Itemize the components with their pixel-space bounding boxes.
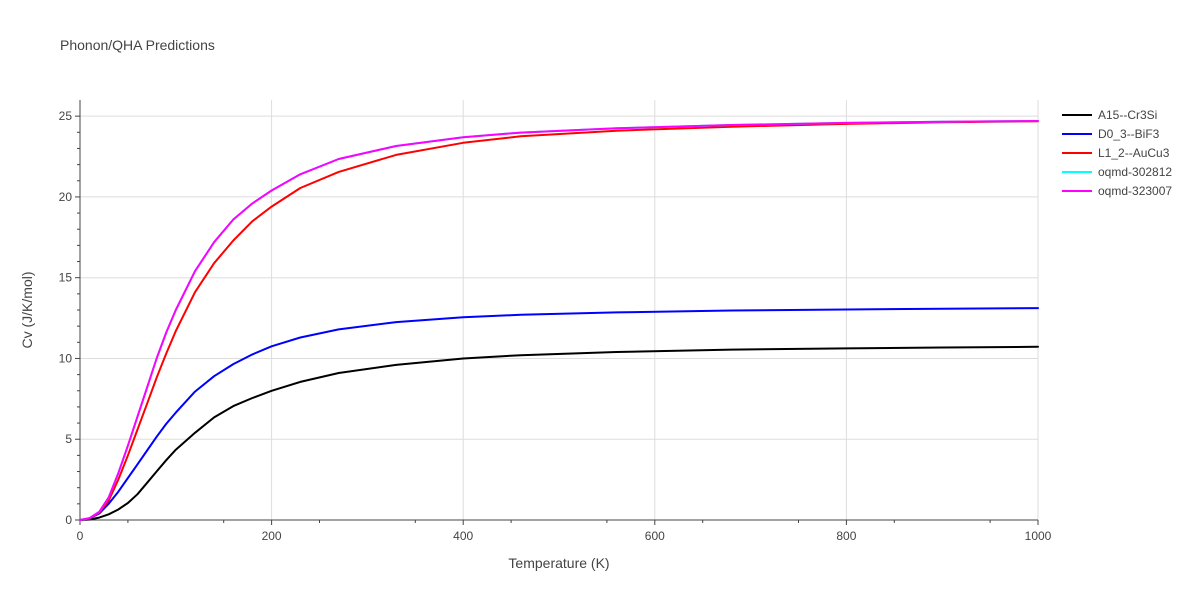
legend-item-oqmd-302812[interactable]: oqmd-302812: [1062, 165, 1172, 179]
y-tick-label: 5: [65, 432, 72, 446]
legend-label: D0_3--BiF3: [1098, 127, 1160, 141]
y-tick-label: 0: [65, 513, 72, 527]
legend-label: A15--Cr3Si: [1098, 108, 1157, 122]
legend-item-d0-3-bif3[interactable]: D0_3--BiF3: [1062, 127, 1160, 141]
x-tick-label: 1000: [1025, 529, 1052, 543]
y-tick-label: 25: [59, 109, 73, 123]
legend-item-a15-cr3si[interactable]: A15--Cr3Si: [1062, 108, 1157, 122]
grid-lines: [80, 100, 1039, 520]
chart-title: Phonon/QHA Predictions: [60, 37, 215, 53]
series-line-oqmd-323007[interactable]: [79, 120, 1039, 521]
x-tick-label: 200: [262, 529, 282, 543]
x-tick-label: 0: [77, 529, 84, 543]
legend-item-oqmd-323007[interactable]: oqmd-323007: [1062, 184, 1172, 198]
x-tick-label: 800: [836, 529, 856, 543]
x-axis-label: Temperature (K): [508, 555, 609, 571]
x-tick-label: 600: [645, 529, 665, 543]
legend[interactable]: A15--Cr3Si D0_3--BiF3 L1_2--AuCu3 oqmd-3028…: [1062, 108, 1172, 198]
legend-label: oqmd-302812: [1098, 165, 1172, 179]
x-tick-label: 400: [453, 529, 473, 543]
y-tick-label: 10: [59, 351, 73, 365]
series-line-l1-2-aucu3[interactable]: [79, 120, 1039, 521]
legend-label: oqmd-323007: [1098, 184, 1172, 198]
y-axis-label: Cv (J/K/mol): [19, 272, 35, 349]
legend-item-l1-2-aucu3[interactable]: L1_2--AuCu3: [1062, 146, 1170, 160]
series-line-d0-3-bif3[interactable]: [79, 307, 1039, 521]
y-tick-label: 15: [59, 271, 73, 285]
series-lines[interactable]: [79, 120, 1039, 521]
y-tick-label: 20: [59, 190, 73, 204]
legend-label: L1_2--AuCu3: [1098, 146, 1170, 160]
series-line-a15-cr3si[interactable]: [79, 345, 1039, 521]
axes: 0 200 400 600 800 1000 0 5 10 15 20 25: [59, 100, 1052, 543]
